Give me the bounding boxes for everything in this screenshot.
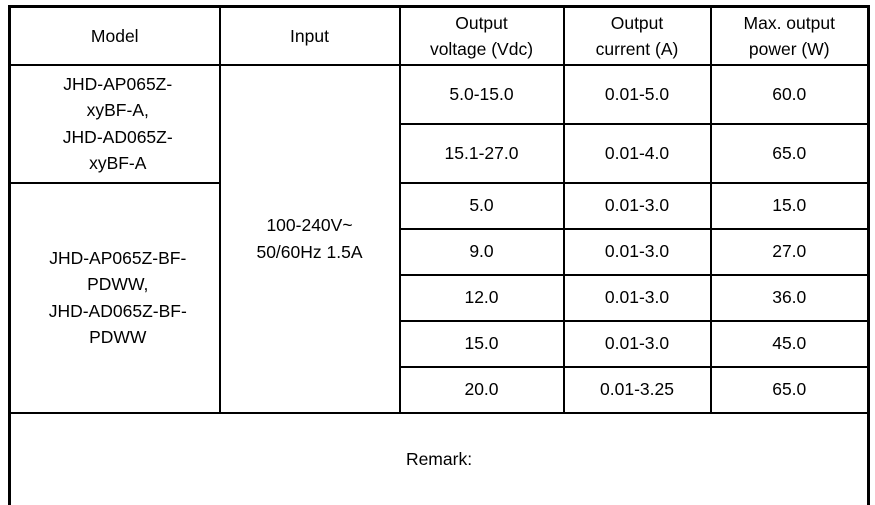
remark-line-ap: “AP” in the model no. mean direct plug i… xyxy=(23,500,855,505)
voltage-cell: 15.1-27.0 xyxy=(398,122,565,184)
table-row: 12.0 0.01-3.0 36.0 xyxy=(10,273,870,322)
power-cell: 65.0 xyxy=(709,122,870,184)
table-row: 20.0 0.01-3.25 65.0 xyxy=(10,365,870,414)
voltage-cell: 9.0 xyxy=(398,227,565,276)
current-cell: 0.01-3.0 xyxy=(562,227,712,276)
remark-cell: Remark: “AP” in the model no. mean direc… xyxy=(8,411,870,505)
power-cell: 60.0 xyxy=(709,63,870,125)
voltage-cell: 5.0-15.0 xyxy=(398,63,565,125)
current-cell: 0.01-3.0 xyxy=(562,319,712,368)
voltage-cell: 15.0 xyxy=(398,319,565,368)
current-cell: 0.01-4.0 xyxy=(562,122,712,184)
header-row: Model Input Output voltage (Vdc) Output … xyxy=(8,5,870,66)
header-output-voltage: Output voltage (Vdc) xyxy=(398,5,565,66)
power-cell: 65.0 xyxy=(709,365,870,414)
header-model: Model xyxy=(8,5,221,66)
power-cell: 27.0 xyxy=(709,227,870,276)
voltage-cell: 5.0 xyxy=(398,181,565,230)
header-output-current: Output current (A) xyxy=(562,5,712,66)
power-cell: 15.0 xyxy=(709,181,870,230)
current-cell: 0.01-5.0 xyxy=(562,63,712,125)
voltage-cell: 20.0 xyxy=(398,365,565,414)
table-row: JHD-AP065Z-BF- PDWW, JHD-AD065Z-BF- PDWW… xyxy=(8,181,870,414)
input-cell: 100-240V~ 50/60Hz 1.5A xyxy=(218,63,401,414)
power-cell: 45.0 xyxy=(709,319,870,368)
spec-table: Model Input Output voltage (Vdc) Output … xyxy=(8,5,870,505)
remark-row: Remark: “AP” in the model no. mean direc… xyxy=(8,411,870,505)
current-cell: 0.01-3.0 xyxy=(562,273,712,322)
voltage-cell: 12.0 xyxy=(398,273,565,322)
current-cell: 0.01-3.25 xyxy=(562,365,712,414)
remark-title: Remark: xyxy=(405,448,473,469)
model-group-1-cell: JHD-AP065Z- xyBF-A, JHD-AD065Z- xyBF-A xyxy=(8,63,221,184)
header-input: Input xyxy=(218,5,401,66)
table-row: 9.0 0.01-3.0 27.0 xyxy=(10,227,870,276)
table-row: JHD-AP065Z- xyBF-A, JHD-AD065Z- xyBF-A 1… xyxy=(8,63,870,414)
table-row: 15.1-27.0 0.01-4.0 65.0 xyxy=(10,122,870,184)
header-max-output-power: Max. output power (W) xyxy=(709,5,870,66)
model-group-2-cell: JHD-AP065Z-BF- PDWW, JHD-AD065Z-BF- PDWW xyxy=(8,181,221,414)
table-row: 15.0 0.01-3.0 45.0 xyxy=(10,319,870,368)
current-cell: 0.01-3.0 xyxy=(562,181,712,230)
power-cell: 36.0 xyxy=(709,273,870,322)
